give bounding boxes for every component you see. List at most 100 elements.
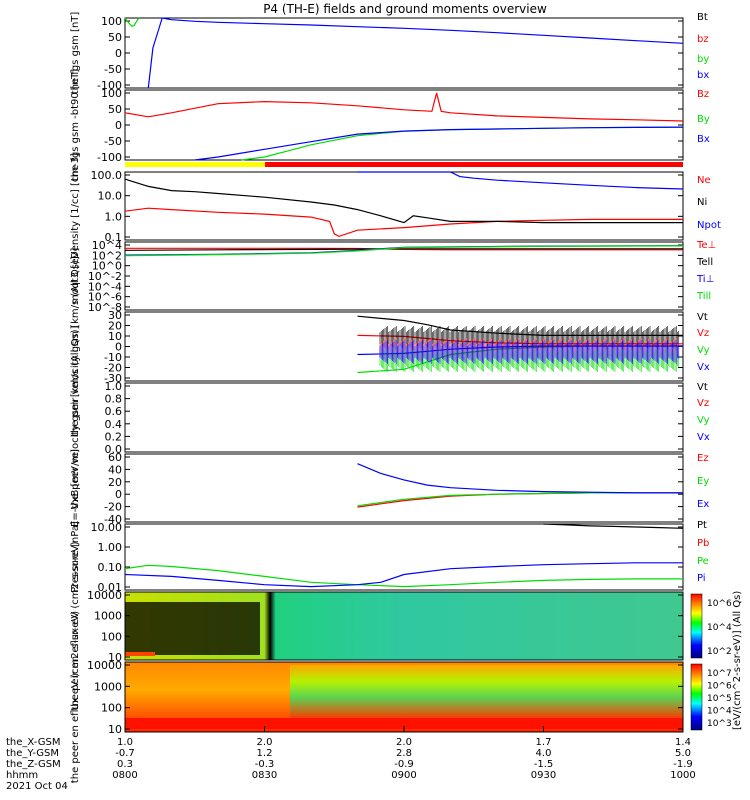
series-line-Pt [543, 523, 684, 529]
panel-frame [124, 453, 684, 523]
panel-frame [124, 591, 684, 661]
y-tick-label: 100 [101, 87, 122, 100]
colorbar-tick-label: 10^5 [707, 694, 732, 704]
y-tick-label: 60 [108, 451, 122, 464]
y-tick-label: 0.1 [105, 231, 123, 244]
y-tick-label: 10^-2 [88, 270, 122, 283]
x-tick-label: 1.7 [536, 737, 552, 748]
y-tick-label: 10^-6 [88, 291, 122, 304]
y-axis-label: E=-VxB [mV/m] [70, 449, 81, 527]
y-axis-label: the fgs gsm -bt90 [nT] [70, 69, 81, 181]
colorbar-tick-label: 10^4 [707, 623, 732, 633]
y-tick-label: 1.0 [105, 380, 123, 393]
x-tick-label: 5.0 [675, 748, 691, 759]
y-tick-label: 1000 [94, 610, 122, 623]
legend-entry: Vx [697, 362, 710, 373]
y-tick-label: 10^2 [92, 249, 122, 262]
x-tick-label: 2.0 [396, 737, 412, 748]
y-tick-label: 0.0 [105, 443, 123, 456]
velocity-noise [379, 326, 680, 372]
y-tick-label: 10^-8 [88, 301, 122, 314]
y-axis-label: the peir en eflux eV (cm2-s-sr-eV) [70, 541, 81, 710]
y-tick-label: -50 [104, 63, 122, 76]
y-tick-label: -10 [104, 351, 122, 364]
legend-entry: bx [697, 70, 709, 81]
y-tick-label: 1.0 [105, 210, 123, 223]
y-tick-label: 100 [101, 630, 122, 643]
mode-bar-fast [265, 162, 683, 167]
colorbar-label: [eV/(cm^2-s-sr-eV)] (All Qs) [732, 591, 743, 730]
y-tick-label: 10^0 [92, 260, 122, 273]
y-tick-label: -40 [104, 513, 122, 526]
y-tick-label: 1000 [94, 680, 122, 693]
legend-entry: Pb [697, 538, 709, 549]
x-axis-row-label: 2021 Oct 04 [6, 781, 68, 792]
panel-1: 100 50 0 -50 -100 the fgs gsm [nT] [70, 12, 684, 95]
x-tick-label: 0830 [252, 770, 277, 781]
y-tick-label: 0 [115, 119, 122, 132]
series-line-Tell [124, 248, 683, 251]
y-tick-label: 50 [108, 31, 122, 44]
ion-spectrogram-band [125, 652, 155, 656]
y-tick-label: 0.01 [98, 581, 123, 594]
legend-entry: Vx [697, 432, 710, 443]
x-tick-label: 0.3 [117, 759, 133, 770]
electron-spectrogram-region [290, 665, 683, 719]
x-tick-label: -1.5 [534, 759, 554, 770]
legend-entry: Till [696, 291, 711, 302]
legend-entry: Ex [697, 499, 709, 510]
y-axis-label: the peer velocity gsm [km/s (All Qs)] [70, 325, 81, 509]
y-tick-label: 0 [115, 47, 122, 60]
y-tick-label: 20 [108, 476, 122, 489]
series-line-Till [124, 245, 684, 257]
y-tick-label: 100.0 [91, 169, 123, 182]
panel-4: 10^410^210^010^-210^-410^-610^-8 moqt3 [e… [70, 239, 684, 314]
y-tick-label: 10^-4 [88, 280, 122, 293]
series-line-Pi [124, 562, 683, 588]
x-tick-label: 4.0 [536, 748, 552, 759]
series-line-Npot [357, 171, 684, 190]
colorbar [690, 663, 703, 731]
colorbar-tick-label: 10^6 [707, 599, 732, 609]
series-line-Bz [124, 92, 684, 122]
y-tick-label: 0.10 [98, 561, 123, 574]
series-line-Te⊥ [125, 247, 683, 251]
panel-frame [124, 382, 684, 453]
x-tick-label: -0.7 [115, 748, 135, 759]
y-tick-label: 0 [115, 341, 122, 354]
y-tick-label: 40 [108, 463, 122, 476]
y-axis-label: moqt3 [eV] [70, 248, 81, 305]
x-tick-label: -1.9 [673, 759, 693, 770]
y-tick-label: 0.6 [105, 405, 123, 418]
y-tick-label: -20 [104, 362, 122, 375]
series-line-Pe [124, 564, 683, 588]
series-line-Ne [124, 207, 683, 238]
x-axis-row-label: the_X-GSM [6, 737, 60, 748]
legend-entry: Ni [697, 197, 707, 208]
colorbar-tick-label: 10^4 [707, 707, 732, 717]
y-axis-label: the fgs gsm [nT] [70, 12, 81, 95]
legend-entry: Te⊥ [696, 240, 716, 251]
x-tick-label: 1000 [670, 770, 695, 781]
y-tick-label: 10000 [87, 589, 122, 602]
legend-entry: Bt [697, 12, 708, 23]
legend-entry: Pi [697, 573, 706, 584]
y-tick-label: -20 [104, 501, 122, 514]
legend-entry: bz [697, 34, 709, 45]
series-line-by [124, 17, 140, 28]
x-tick-label: 0930 [531, 770, 556, 781]
y-tick-label: 0.8 [105, 393, 123, 406]
legend-entry: By [697, 114, 710, 125]
x-tick-label: 2.0 [257, 737, 273, 748]
x-axis-row-label: the_Z-GSM [6, 759, 61, 770]
legend-entry: Vy [697, 345, 710, 356]
x-axis-row-label: the_Y-GSM [6, 748, 59, 759]
legend-entry: Ey [697, 476, 709, 487]
x-tick-label: 2.8 [396, 748, 412, 759]
y-tick-label: -50 [104, 135, 122, 148]
y-tick-label: 100 [101, 702, 122, 715]
x-tick-label: 0800 [112, 770, 137, 781]
legend-entry: Vz [697, 328, 709, 339]
panel-9: 10^6 10^4 10^2 10000 1000 100 10 the peir en ef… [70, 541, 732, 710]
